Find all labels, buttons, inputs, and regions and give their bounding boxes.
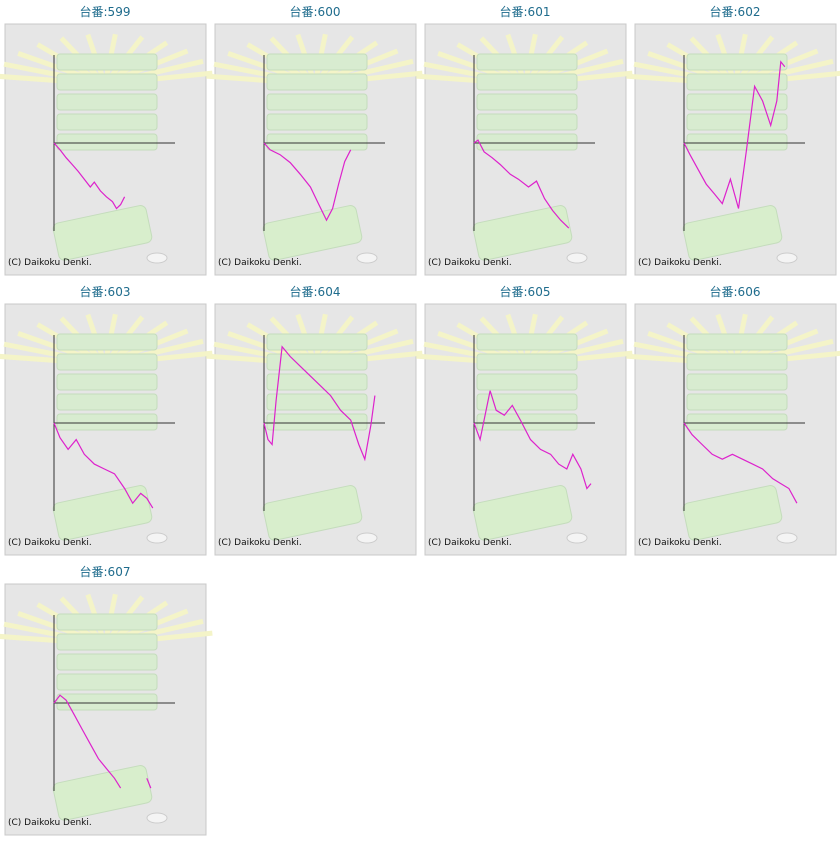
deco-stack	[56, 413, 158, 431]
data-line	[263, 142, 352, 222]
deco-stack	[686, 73, 788, 91]
deco-stack	[686, 333, 788, 351]
deco-stack	[476, 333, 578, 351]
copyright: (C) Daikoku Denki.	[8, 258, 92, 268]
copyright: (C) Daikoku Denki.	[8, 538, 92, 548]
deco-stack	[476, 73, 578, 91]
deco-stack	[686, 53, 788, 71]
deco-coin	[356, 252, 378, 264]
deco-stack	[56, 353, 158, 371]
deco-coin	[146, 252, 168, 264]
deco-stack	[56, 373, 158, 391]
deco-stack	[56, 53, 158, 71]
deco-stack	[686, 393, 788, 411]
deco-coin	[146, 532, 168, 544]
copyright: (C) Daikoku Denki.	[218, 258, 302, 268]
deco-stack	[476, 113, 578, 131]
copyright: (C) Daikoku Denki.	[428, 258, 512, 268]
chart-title: 台番:599	[80, 4, 131, 19]
deco-stack	[56, 613, 158, 631]
deco-tray	[472, 205, 573, 261]
data-line	[53, 694, 152, 789]
deco-tray	[682, 485, 783, 541]
chart-title: 台番:601	[500, 4, 551, 19]
chart-title: 台番:607	[80, 564, 131, 579]
deco-stack	[56, 333, 158, 351]
data-line	[263, 345, 376, 462]
chart-title: 台番:605	[500, 284, 551, 299]
deco-stack	[56, 133, 158, 151]
deco-coin	[566, 532, 588, 544]
deco-stack	[266, 413, 368, 431]
deco-stack	[56, 673, 158, 691]
copyright: (C) Daikoku Denki.	[638, 538, 722, 548]
deco-stack	[266, 113, 368, 131]
deco-stack	[686, 413, 788, 431]
deco-stack	[56, 653, 158, 671]
chart-title: 台番:606	[710, 284, 761, 299]
data-line	[683, 60, 786, 209]
deco-tray	[52, 205, 153, 261]
deco-coin	[776, 252, 798, 264]
deco-stack	[476, 393, 578, 411]
copyright: (C) Daikoku Denki.	[638, 258, 722, 268]
deco-coin	[146, 812, 168, 824]
deco-tray	[682, 205, 783, 261]
data-line	[473, 390, 592, 490]
deco-stack	[476, 53, 578, 71]
deco-stack	[266, 93, 368, 111]
deco-stack	[686, 113, 788, 131]
chart-title: 台番:600	[290, 4, 341, 19]
copyright: (C) Daikoku Denki.	[218, 538, 302, 548]
deco-stack	[56, 93, 158, 111]
deco-stack	[476, 353, 578, 371]
deco-coin	[776, 532, 798, 544]
deco-stack	[476, 93, 578, 111]
deco-stack	[56, 633, 158, 651]
deco-tray	[262, 485, 363, 541]
deco-stack	[686, 373, 788, 391]
data-line	[683, 422, 798, 504]
deco-stack	[56, 73, 158, 91]
deco-stack	[266, 73, 368, 91]
deco-stack	[686, 93, 788, 111]
deco-stack	[56, 393, 158, 411]
data-line	[473, 139, 570, 229]
deco-stack	[266, 53, 368, 71]
deco-stack	[266, 333, 368, 351]
data-line	[53, 422, 154, 509]
chart-title: 台番:602	[710, 4, 761, 19]
deco-stack	[266, 133, 368, 151]
deco-stack	[476, 133, 578, 151]
deco-stack	[476, 413, 578, 431]
deco-stack	[476, 373, 578, 391]
data-line	[53, 142, 126, 210]
deco-tray	[472, 485, 573, 541]
deco-tray	[262, 205, 363, 261]
chart-title: 台番:604	[290, 284, 341, 299]
deco-coin	[356, 532, 378, 544]
deco-coin	[566, 252, 588, 264]
deco-stack	[686, 353, 788, 371]
copyright: (C) Daikoku Denki.	[8, 818, 92, 828]
deco-stack	[56, 693, 158, 711]
deco-stack	[686, 133, 788, 151]
deco-stack	[266, 393, 368, 411]
copyright: (C) Daikoku Denki.	[428, 538, 512, 548]
deco-tray	[52, 485, 153, 541]
deco-stack	[266, 353, 368, 371]
deco-stack	[56, 113, 158, 131]
chart-title: 台番:603	[80, 284, 131, 299]
